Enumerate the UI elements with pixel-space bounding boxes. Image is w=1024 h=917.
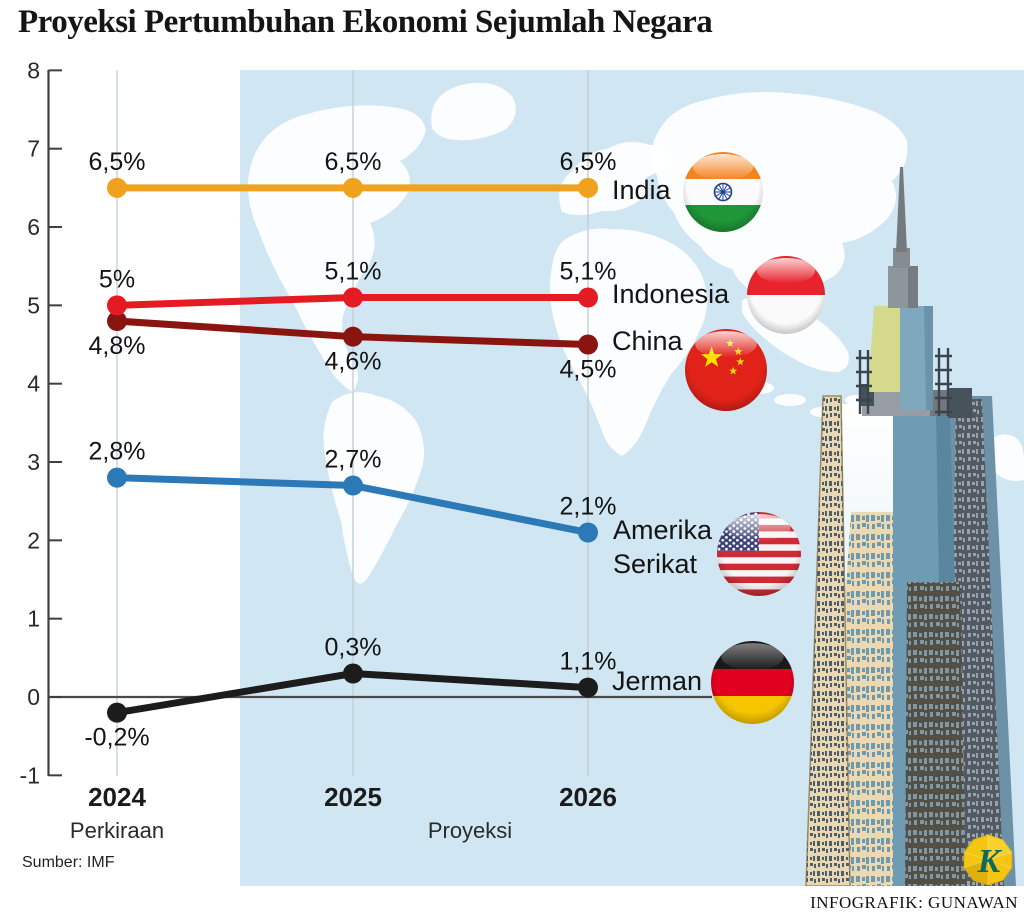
india-flag — [683, 152, 763, 232]
x-label-2026: 2026 — [559, 782, 617, 812]
continent-asia — [651, 92, 908, 295]
y-tick-label-5: 5 — [27, 292, 40, 318]
y-tick-label--1: -1 — [20, 762, 40, 788]
continent-africa — [549, 228, 707, 456]
y-tick-label-1: 1 — [27, 606, 40, 632]
spire-base — [893, 248, 910, 268]
value-label-jerman-2024: -0,2% — [84, 724, 149, 752]
indonesia-flag — [747, 256, 825, 334]
x-label-2024: 2024 — [88, 782, 146, 812]
skyscraper-illustration — [805, 167, 1016, 886]
series-label-india: India — [612, 175, 671, 205]
value-label-indonesia-2025: 5,1% — [325, 258, 382, 286]
point-jerman-2026 — [578, 677, 598, 698]
y-tick-label-3: 3 — [27, 449, 40, 475]
continent-north-america — [247, 105, 426, 392]
crown-rail-left — [856, 350, 872, 414]
y-tick-label-8: 8 — [27, 57, 40, 83]
logo-letter: K — [977, 843, 1003, 880]
y-tick-label-2: 2 — [27, 527, 40, 553]
point-amerika-serikat-2026 — [578, 522, 598, 543]
island — [774, 394, 806, 406]
source-note: Sumber: IMF — [22, 854, 115, 871]
value-label-india-2026: 6,5% — [560, 148, 617, 176]
spire-needle — [896, 167, 907, 252]
value-label-china-2026: 4,5% — [560, 356, 617, 384]
x-note-proyeksi: Proyeksi — [428, 818, 512, 843]
point-indonesia-2025 — [343, 287, 363, 308]
y-tick-label-0: 0 — [27, 684, 40, 710]
value-label-china-2025: 4,6% — [325, 348, 382, 376]
crown-facet-blue-shade — [924, 306, 933, 410]
point-indonesia-2026 — [578, 287, 598, 308]
logo-gem — [963, 834, 1013, 886]
point-india-2026 — [578, 177, 598, 198]
point-indonesia-2024 — [107, 295, 127, 316]
point-amerika-serikat-2024 — [107, 467, 127, 488]
x-note-perkiraan: Perkiraan — [70, 818, 164, 843]
point-china-2024 — [107, 311, 127, 332]
crown-rail-right — [935, 348, 952, 416]
germany-flag — [711, 641, 794, 724]
value-label-amerika-serikat-2026: 2,1% — [560, 493, 617, 521]
kompas-logo: K — [963, 834, 1013, 886]
value-label-indonesia-2026: 5,1% — [560, 258, 617, 286]
point-india-2025 — [343, 177, 363, 198]
series-label-china: China — [612, 326, 683, 356]
value-label-jerman-2025: 0,3% — [325, 634, 382, 662]
value-label-amerika-serikat-2024: 2,8% — [89, 438, 146, 466]
china-flag — [685, 329, 767, 411]
value-label-india-2025: 6,5% — [325, 148, 382, 176]
skyscraper — [805, 167, 1016, 886]
point-amerika-serikat-2025 — [343, 475, 363, 496]
crown-box-shade — [908, 266, 918, 308]
point-china-2026 — [578, 334, 598, 355]
value-label-india-2024: 6,5% — [89, 148, 146, 176]
page-title: Proyeksi Pertumbuhan Ekonomi Sejumlah Ne… — [18, 4, 713, 40]
point-china-2025 — [343, 326, 363, 347]
continent-greenland — [431, 82, 516, 141]
tower-dark-block-windows — [905, 582, 966, 886]
y-tick-label-4: 4 — [27, 371, 40, 397]
series-label-indonesia: Indonesia — [612, 279, 730, 309]
value-label-china-2024: 4,8% — [89, 332, 146, 360]
point-jerman-2024 — [107, 702, 127, 723]
series-label-amerika-serikat: Amerika Serikat — [613, 515, 713, 579]
y-tick-label-6: 6 — [27, 214, 40, 240]
value-label-indonesia-2024: 5% — [99, 265, 135, 293]
point-india-2024 — [107, 177, 127, 198]
tower-thin-left-windows — [806, 396, 850, 886]
point-jerman-2025 — [343, 663, 363, 684]
crown-facet-yellow — [868, 306, 900, 392]
value-label-jerman-2026: 1,1% — [560, 648, 617, 676]
x-label-2025: 2025 — [324, 782, 382, 812]
credit-note: INFOGRAFIK: GUNAWAN — [810, 893, 1018, 912]
y-tick-label-7: 7 — [27, 136, 40, 162]
value-label-amerika-serikat-2025: 2,7% — [325, 446, 382, 474]
usa-flag — [717, 512, 801, 596]
series-label-jerman: Jerman — [612, 666, 703, 696]
